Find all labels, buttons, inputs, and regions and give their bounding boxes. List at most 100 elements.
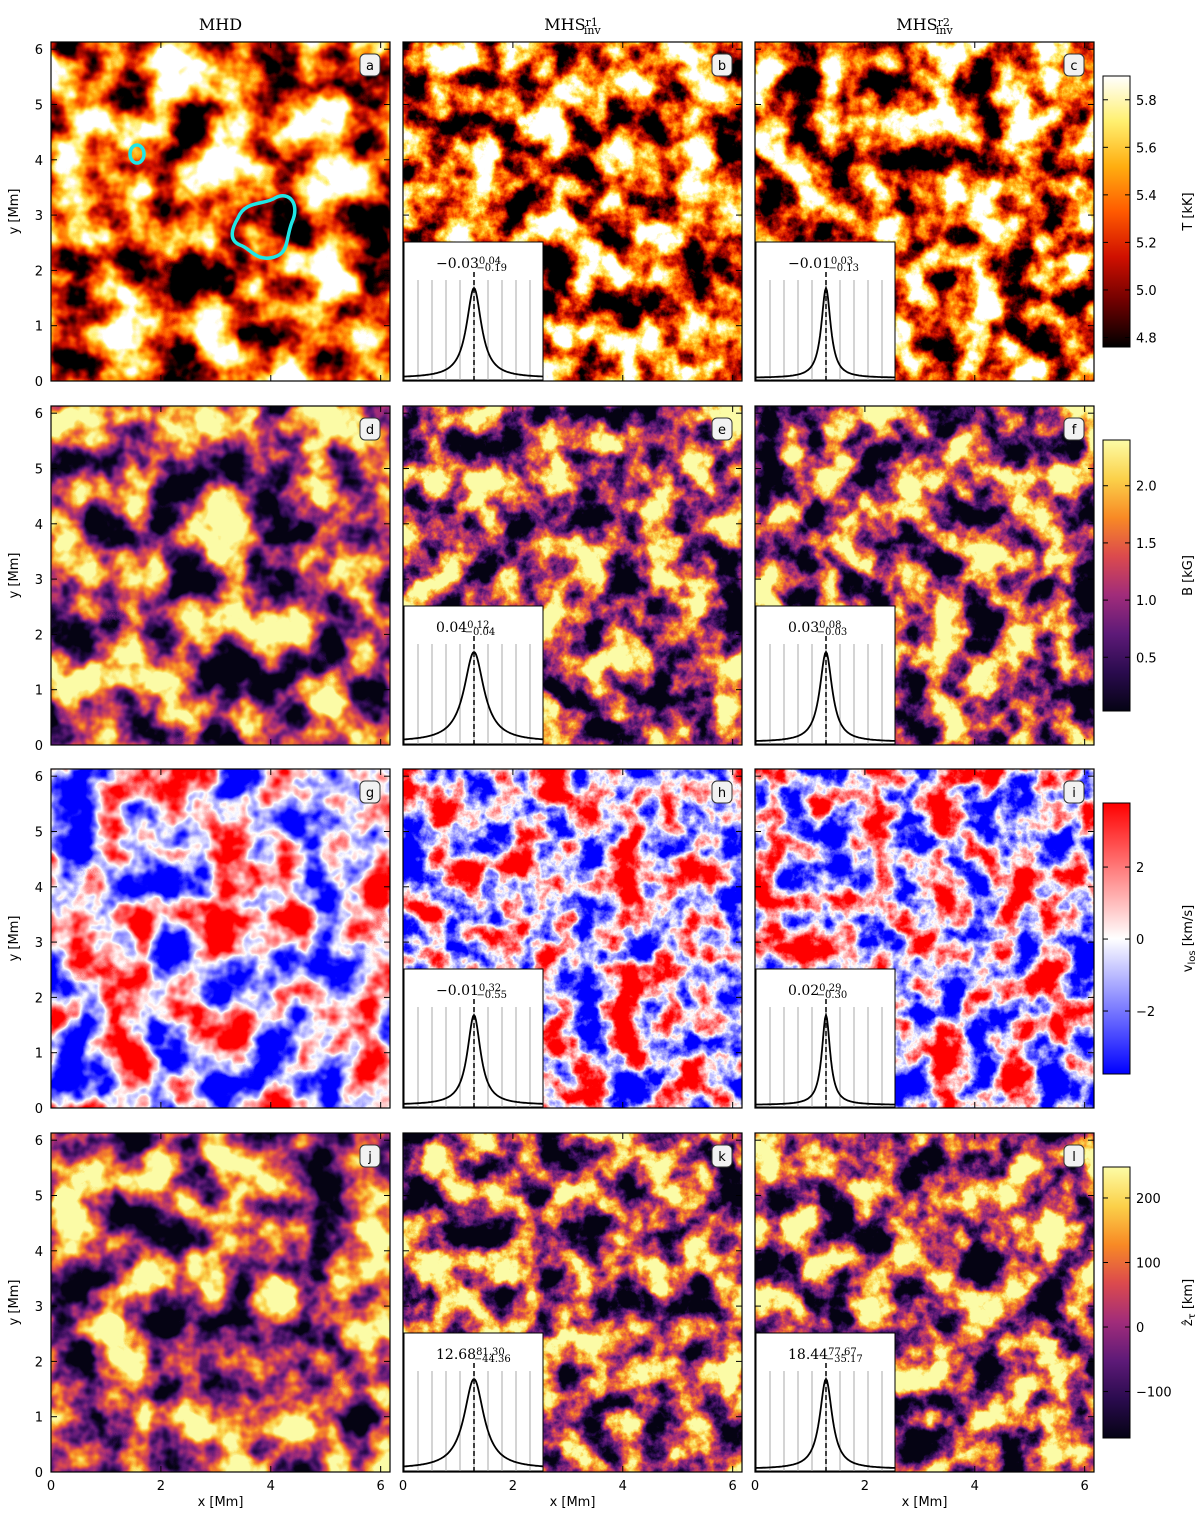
y-tick-label: 6 — [35, 407, 43, 422]
column-title: MHSr1 inv — [544, 15, 601, 37]
panel-letter-box — [359, 780, 381, 804]
inset-stat: −0.030.04 −0.19 — [436, 256, 507, 275]
panel-letter-box — [359, 53, 381, 77]
stat-lower: −44.36 — [474, 1354, 511, 1365]
inset-stat: −0.010.03 −0.13 — [788, 256, 859, 275]
stat-median: 0.03 — [788, 620, 819, 636]
stat-upper: 0.32 — [479, 983, 501, 994]
panel-letter-box — [711, 780, 733, 804]
stat-median: −0.01 — [436, 983, 479, 999]
y-tick-label: 0 — [35, 739, 43, 754]
y-tick-label: 4 — [35, 881, 43, 896]
y-tick-label: 5 — [35, 462, 43, 477]
y-tick-label: 4 — [35, 518, 43, 533]
colorbar-label: T [kK] — [1181, 192, 1196, 231]
stat-upper: 81.30 — [476, 1347, 505, 1358]
label-text: [km] — [1181, 1279, 1196, 1313]
panel-letter: l — [1072, 1150, 1076, 1165]
y-tick-label: 2 — [35, 991, 43, 1006]
title-text: MHD — [199, 15, 242, 34]
x-tick-label: 0 — [47, 1479, 55, 1494]
stat-lower: −0.30 — [817, 990, 848, 1001]
panel-letter: a — [366, 59, 374, 74]
contour — [128, 143, 146, 165]
colorbar-tick-label: 5.8 — [1136, 94, 1157, 109]
x-axis-label: x [Mm] — [902, 1495, 948, 1510]
stat-upper: 77.67 — [828, 1347, 857, 1358]
label-sub: τ — [1187, 1313, 1198, 1319]
inset-stat: 0.040.12 −0.04 — [436, 620, 495, 639]
panel-letter: g — [366, 786, 374, 801]
y-tick-label: 0 — [35, 375, 43, 390]
stat-lower: −0.13 — [828, 263, 859, 274]
contour — [230, 194, 297, 260]
y-axis-label: y [Mm] — [7, 189, 22, 235]
panel-frame — [402, 41, 743, 382]
colorbar-tick-label: 5.2 — [1136, 236, 1157, 251]
x-tick-label: 4 — [619, 1479, 627, 1494]
inset-stat: 18.4477.67 −35.17 — [788, 1347, 863, 1366]
stat-median: −0.01 — [788, 256, 831, 272]
column-title: MHD — [199, 15, 242, 34]
colorbar-tick-label: 5.0 — [1136, 284, 1157, 299]
label-text: [km/s] — [1181, 905, 1196, 951]
panel-frame — [754, 405, 1095, 746]
stat-median: 18.44 — [788, 1347, 828, 1363]
colorbar-tick-label: 0.5 — [1136, 651, 1157, 666]
panel-frame — [754, 1132, 1095, 1473]
label-text: v — [1181, 964, 1196, 972]
y-tick-label: 6 — [35, 770, 43, 785]
x-tick-label: 2 — [861, 1479, 869, 1494]
panel-letter-box — [711, 1144, 733, 1168]
stat-lower: −0.03 — [817, 627, 848, 638]
y-tick-label: 0 — [35, 1102, 43, 1117]
x-axis-label: x [Mm] — [550, 1495, 596, 1510]
y-tick-label: 5 — [35, 98, 43, 113]
x-tick-label: 0 — [399, 1479, 407, 1494]
y-tick-label: 6 — [35, 1134, 43, 1149]
panel-letter-box — [1063, 53, 1085, 77]
y-tick-label: 4 — [35, 154, 43, 169]
colorbar-label: B [kG] — [1181, 555, 1196, 596]
title-text: MHS — [544, 15, 585, 34]
panel-letter: i — [1072, 786, 1076, 801]
colorbar — [1102, 75, 1131, 348]
y-axis-label: y [Mm] — [7, 1280, 22, 1326]
panel-letter-box — [711, 417, 733, 441]
stat-lower: −0.55 — [476, 990, 507, 1001]
inset-stat: −0.010.32 −0.55 — [436, 983, 507, 1002]
map-image — [51, 406, 390, 745]
label-text: T [kK] — [1181, 192, 1196, 231]
title-sub: inv — [936, 24, 954, 37]
panel-letter: f — [1072, 423, 1077, 438]
map-image — [51, 769, 390, 1108]
stat-median: 0.02 — [788, 983, 819, 999]
y-axis-label: y [Mm] — [7, 916, 22, 962]
map-image — [51, 1133, 390, 1472]
panel-letter-box — [1063, 417, 1085, 441]
colorbar-tick-label: −100 — [1136, 1386, 1172, 1401]
stat-upper: 0.08 — [819, 620, 841, 631]
y-tick-label: 3 — [35, 936, 43, 951]
panel-frame — [50, 405, 391, 746]
title-sup: r2 — [938, 16, 950, 29]
title-sup: r1 — [586, 16, 598, 29]
colorbar-tick-label: 2 — [1136, 861, 1144, 876]
y-tick-label: 4 — [35, 1245, 43, 1260]
panel-frame — [50, 41, 391, 382]
y-tick-label: 3 — [35, 209, 43, 224]
panel-letter: j — [367, 1150, 372, 1165]
y-tick-label: 2 — [35, 264, 43, 279]
x-axis-label: x [Mm] — [198, 1495, 244, 1510]
y-tick-label: 6 — [35, 43, 43, 58]
colorbar-tick-label: 5.4 — [1136, 189, 1157, 204]
colorbar-label: vlos [km/s] — [1181, 905, 1198, 972]
y-tick-label: 1 — [35, 1411, 43, 1426]
colorbar-tick-label: −2 — [1136, 1005, 1155, 1020]
y-tick-label: 5 — [35, 825, 43, 840]
stat-median: 12.68 — [436, 1347, 476, 1363]
stat-upper: 0.03 — [831, 256, 853, 267]
panel-letter-box — [711, 53, 733, 77]
y-tick-label: 2 — [35, 1355, 43, 1370]
inset-stat: 12.6881.30 −44.36 — [436, 1347, 511, 1366]
